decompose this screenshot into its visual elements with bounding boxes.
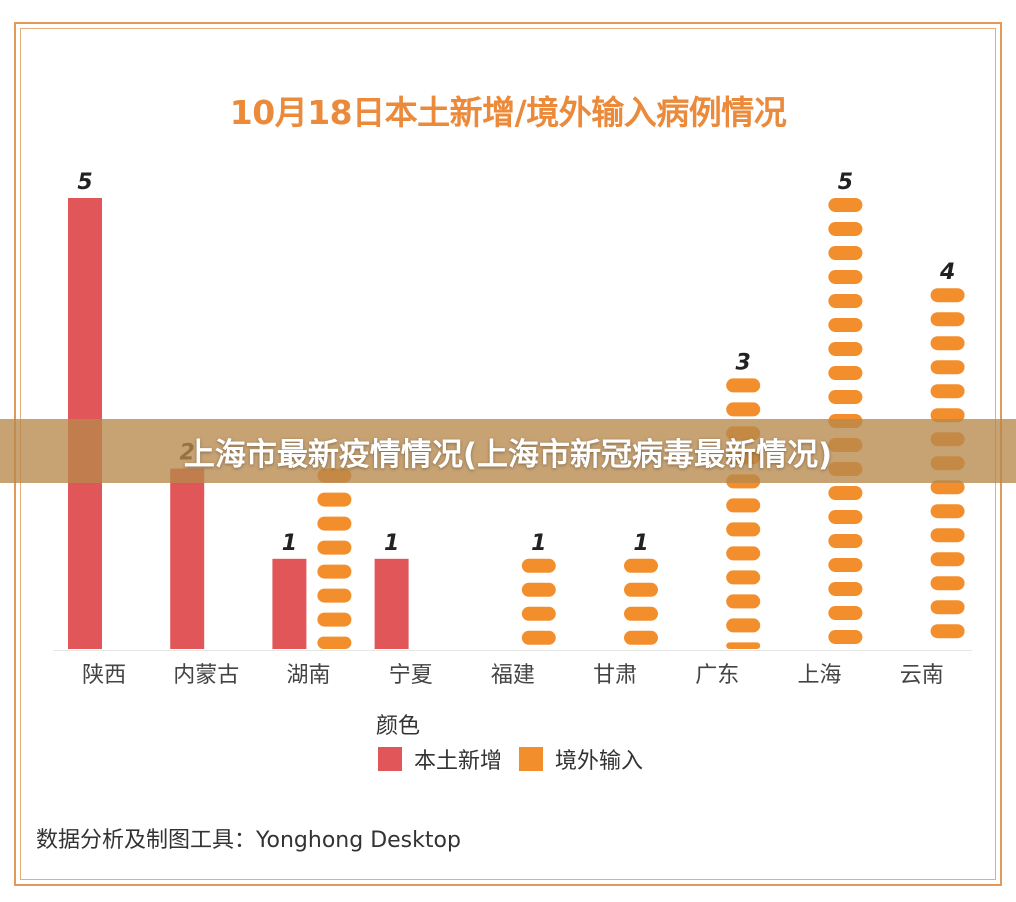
bar-imported-segment [317,636,352,649]
x-tick-label-4: 福建 [491,663,535,688]
bar-imported-segment [726,594,761,609]
bar-imported-segment [726,546,761,561]
bar-imported-segment [317,516,352,531]
bar-imported-segment [930,408,965,423]
data-label-2: 1 [282,531,297,556]
bar-imported-segment [726,570,761,585]
bar-imported-segment [726,642,761,649]
x-tick-label-3: 宁夏 [389,663,433,688]
bar-local-3 [374,558,409,649]
bar-imported-2 [317,468,352,649]
bar-imported-segment [828,630,863,644]
bar-imported-segment [726,522,761,537]
x-tick-label-5: 甘肃 [593,663,637,688]
bar-imported-segment [624,582,658,597]
bar-imported-segment [930,336,965,351]
bar-imported-segment [317,492,352,507]
bar-imported-segment [828,390,863,404]
data-label-6: 3 [736,350,751,375]
bar-imported-segment [828,582,863,596]
bar-imported-segment [828,270,863,284]
bar-imported-segment [726,378,761,393]
legend-label-imported: 境外输入 [555,749,644,774]
x-tick-label-6: 广东 [695,663,739,688]
bar-imported-segment [828,534,863,548]
bar-imported-segment [726,498,761,513]
data-label-0: 5 [77,170,92,195]
bar-imported-segment [828,486,863,500]
bar-local-2 [272,558,307,649]
bar-imported-segment [521,606,556,621]
data-label-5: 1 [633,531,648,556]
bar-imported-segment [828,198,863,212]
bar-imported-segment [930,552,965,567]
legend-title: 颜色 [376,714,421,739]
bar-imported-segment [317,588,352,603]
bar-imported-segment [930,600,965,615]
data-label-8: 4 [939,260,955,285]
bar-imported-segment [828,366,863,380]
bar-imported-segment [930,576,965,591]
bar-imported-segment [624,630,658,645]
legend-label-local: 本土新增 [414,749,503,774]
x-tick-label-7: 上海 [797,663,841,688]
data-label-4: 1 [531,531,546,556]
bar-imported-segment [930,504,965,519]
overlay-banner: 上海市最新疫情情况(上海市新冠病毒最新情况) [0,419,1016,483]
bar-imported-segment [828,246,863,260]
bar-imported-7 [828,198,863,644]
bar-imported-segment [930,624,965,639]
bar-imported-4 [521,558,556,645]
legend-swatch-imported [519,747,543,771]
x-tick-label-8: 云南 [900,663,944,688]
bar-imported-segment [828,342,863,356]
bar-imported-segment [828,222,863,236]
bar-imported-segment [828,294,863,308]
bar-imported-segment [828,606,863,620]
bar-imported-segment [624,558,658,573]
bar-imported-segment [521,582,556,597]
bar-imported-segment [521,630,556,645]
x-tick-label-0: 陕西 [82,663,126,688]
legend-item-local: 本土新增 [378,744,502,774]
source-note: 数据分析及制图工具：Yonghong Desktop [36,828,461,853]
bar-imported-5 [624,558,658,645]
data-label-7: 5 [838,170,853,195]
bar-imported-segment [828,318,863,332]
x-tick-label-1: 内蒙古 [173,663,239,688]
bar-imported-segment [930,480,965,495]
legend-item-imported: 境外输入 [519,744,643,774]
bar-imported-segment [930,360,965,375]
bar-local-1 [170,468,205,649]
bar-imported-segment [930,384,965,399]
bar-imported-segment [726,618,761,633]
data-label-3: 1 [384,531,399,556]
banner-text: 上海市最新疫情情况(上海市新冠病毒最新情况) [183,436,833,473]
bar-imported-segment [828,510,863,524]
bar-imported-segment [930,528,965,543]
bar-imported-segment [726,402,761,417]
chart-title: 10月18日本土新增/境外输入病例情况 [229,93,787,132]
bar-imported-segment [930,288,965,303]
bar-imported-segment [317,564,352,579]
bar-imported-segment [828,558,863,572]
bar-imported-segment [317,540,352,555]
legend-swatch-local [378,747,402,771]
bar-imported-segment [624,606,658,621]
x-tick-label-2: 湖南 [286,663,330,688]
bar-imported-segment [521,558,556,573]
bar-imported-segment [317,612,352,627]
bar-imported-segment [930,312,965,327]
